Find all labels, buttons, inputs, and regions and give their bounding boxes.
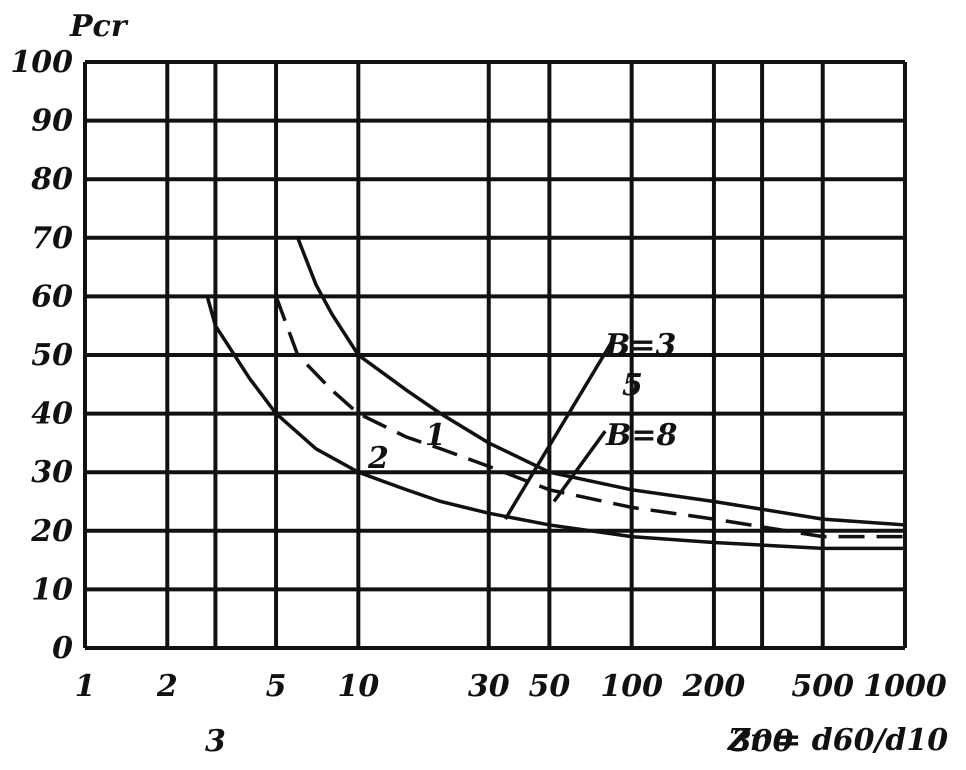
curve-label: B=8 xyxy=(605,418,677,453)
x-tick-label: 30 xyxy=(468,669,510,704)
x-tick-label: 1000 xyxy=(863,669,947,704)
curve xyxy=(205,295,905,551)
y-tick-label: 20 xyxy=(30,514,73,549)
x-tick-label: 10 xyxy=(337,669,379,704)
y-tick-label: 40 xyxy=(31,397,73,432)
curve-label: 2 xyxy=(367,441,389,476)
x-tick-label: 5 xyxy=(266,669,287,704)
curve xyxy=(296,237,906,527)
y-tick-label: 30 xyxy=(31,455,73,490)
x-tick-label: 200 xyxy=(682,669,746,704)
curve xyxy=(503,342,613,520)
y-axis-label: Pcr xyxy=(69,9,129,44)
x-tick-label: 1 xyxy=(75,669,96,704)
x-axis-label: Zr = d60/d10 xyxy=(727,723,948,758)
x-tick-label: 100 xyxy=(600,669,663,704)
y-tick-label: 10 xyxy=(31,572,73,607)
y-tick-label: 80 xyxy=(30,162,73,197)
y-tick-label: 0 xyxy=(52,631,73,666)
y-tick-label: 100 xyxy=(10,45,73,80)
annotation: 5 xyxy=(622,368,643,403)
x-tick-label: 2 xyxy=(156,669,178,704)
curve xyxy=(552,430,607,503)
y-tick-label: 70 xyxy=(31,221,73,256)
curve-label: 1 xyxy=(425,418,446,453)
y-tick-label: 60 xyxy=(31,279,73,314)
y-tick-label: 90 xyxy=(31,104,73,139)
curve xyxy=(274,295,905,539)
x-tick-label: 500 xyxy=(791,669,854,704)
y-tick-label: 50 xyxy=(31,338,73,373)
x-tick-label: 300 xyxy=(731,724,794,759)
x-tick-label: 50 xyxy=(529,669,571,704)
x-tick-label: 3 xyxy=(205,724,226,759)
curve-label: B=3 xyxy=(604,328,676,363)
